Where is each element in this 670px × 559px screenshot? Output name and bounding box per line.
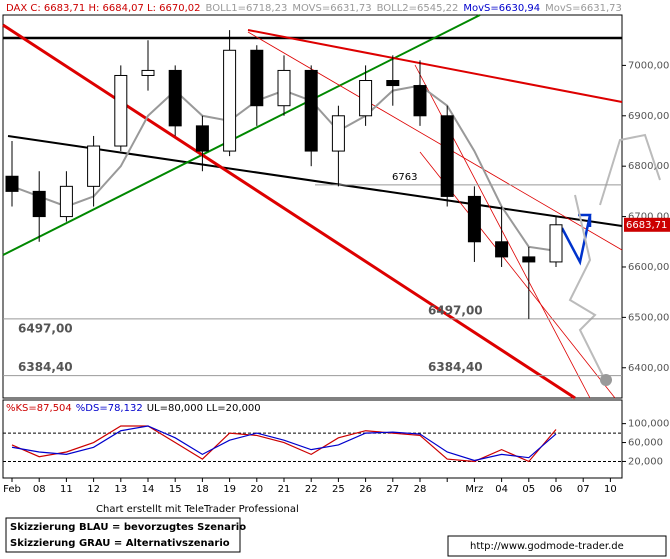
credit: Chart erstellt mit TeleTrader Profession… — [96, 504, 299, 515]
header-item: BOLL1=6718,23 — [206, 3, 288, 14]
candle-body — [32, 190, 46, 218]
trend-line-red — [2, 23, 576, 400]
trend-line-red — [247, 29, 623, 103]
x-tick-label: 21 — [278, 484, 291, 495]
y-tick-label: 6900,00 — [628, 111, 669, 122]
x-tick-label: 06 — [550, 484, 563, 495]
candle-body — [141, 69, 155, 76]
x-tick-label: 19 — [223, 484, 236, 495]
trend-line-green — [2, 14, 481, 256]
header-item: MOVS=6631,73 — [292, 3, 371, 14]
x-tick-label: 07 — [577, 484, 590, 495]
note-gray: Skizzierung GRAU = Alternativszenario — [10, 538, 230, 549]
scenario-gray — [599, 133, 661, 206]
y-tick-label: 6400,00 — [628, 363, 669, 374]
y-tick-label: 6800,00 — [628, 161, 669, 172]
note-box — [5, 517, 241, 553]
trend-lines — [2, 14, 623, 400]
x-tick-label: Mrz — [465, 484, 483, 495]
candle-body — [277, 69, 291, 107]
candle-body — [195, 125, 209, 152]
candle-body — [495, 241, 509, 258]
price-tag-label: 6683,71 — [626, 220, 667, 231]
scenario-blue — [560, 213, 592, 266]
candle-body — [223, 49, 237, 152]
y-tick-label: 6700,00 — [628, 212, 669, 223]
candle-body — [87, 145, 101, 187]
stoch-panel — [2, 399, 623, 479]
y-tick-label: 6600,00 — [628, 262, 669, 273]
x-tick-label: 15 — [169, 484, 182, 495]
note-blue: Skizzierung BLAU = bevorzugtes Szenario — [10, 522, 246, 533]
candle-body — [304, 69, 318, 152]
x-tick-label: Feb — [3, 484, 21, 495]
price-tag — [624, 217, 670, 232]
header-item: BOLL2=6545,22 — [377, 3, 459, 14]
url-box[interactable] — [447, 535, 667, 557]
x-tick-label: 14 — [142, 484, 155, 495]
candle-body — [440, 115, 454, 197]
x-tick-label: 22 — [305, 484, 318, 495]
candle-body — [386, 80, 400, 87]
x-tick-label: 27 — [386, 484, 399, 495]
level-label: 6384,40 — [18, 360, 73, 374]
stoch-y-tick-label: 60,000 — [628, 438, 663, 449]
stoch-header: %KS=87,504 %DS=78,132 UL=80,000 LL=20,000 — [6, 403, 261, 414]
candle-body — [59, 185, 73, 218]
scenarios — [560, 133, 661, 386]
url[interactable]: http://www.godmode-trader.de — [470, 541, 624, 552]
stoch-header-item: UL=80,000 LL=20,000 — [147, 403, 261, 414]
header-item: MovS=6630,94 — [463, 3, 540, 14]
level-label: 6497,00 — [428, 303, 483, 317]
candle-body — [549, 224, 563, 263]
candle-body — [114, 74, 128, 147]
candle-body — [168, 69, 182, 127]
level-label: 6763 — [392, 172, 417, 183]
candle-body — [467, 195, 481, 243]
trend-line-black — [7, 135, 623, 227]
candle-body — [359, 80, 373, 117]
stoch-header-item: %DS=78,132 — [76, 403, 143, 414]
x-tick-label: 20 — [250, 484, 263, 495]
candle-body — [250, 49, 264, 107]
main-panel — [2, 14, 623, 399]
x-tick-label: 25 — [332, 484, 345, 495]
x-tick-label: 08 — [33, 484, 46, 495]
level-label: 6384,40 — [428, 360, 483, 374]
header-item: DAX C: 6683,71 H: 6684,07 L: 6670,02 — [6, 3, 201, 14]
level-label: 6497,00 — [18, 321, 73, 335]
candle-body — [522, 256, 536, 263]
stoch-y-tick-label: 100,000 — [628, 419, 669, 430]
x-tick-label: 10 — [604, 484, 617, 495]
x-tick-label: 05 — [522, 484, 535, 495]
stoch-line — [11, 425, 557, 462]
channel-line — [247, 31, 623, 251]
y-tick-label: 6500,00 — [628, 312, 669, 323]
target-dot — [600, 374, 612, 386]
x-tick-label: 18 — [196, 484, 209, 495]
candle-body — [331, 115, 345, 152]
candle-body — [413, 85, 427, 117]
stoch-header-item: %KS=87,504 — [6, 403, 72, 414]
x-tick-label: 04 — [495, 484, 508, 495]
stoch-line — [11, 425, 557, 463]
header: DAX C: 6683,71 H: 6684,07 L: 6670,02 BOLL… — [6, 3, 622, 14]
y-tick-label: 7000,00 — [628, 60, 669, 71]
stoch-y-tick-label: 20,000 — [628, 456, 663, 467]
x-tick-label: 28 — [414, 484, 427, 495]
x-tick-label: 13 — [114, 484, 127, 495]
x-tick-label: 12 — [87, 484, 100, 495]
scenario-gray — [568, 194, 606, 381]
x-tick-label: 26 — [359, 484, 372, 495]
x-tick-label: 11 — [60, 484, 73, 495]
header-item: MovS=6631,73 — [545, 3, 622, 14]
candle-body — [5, 175, 19, 192]
